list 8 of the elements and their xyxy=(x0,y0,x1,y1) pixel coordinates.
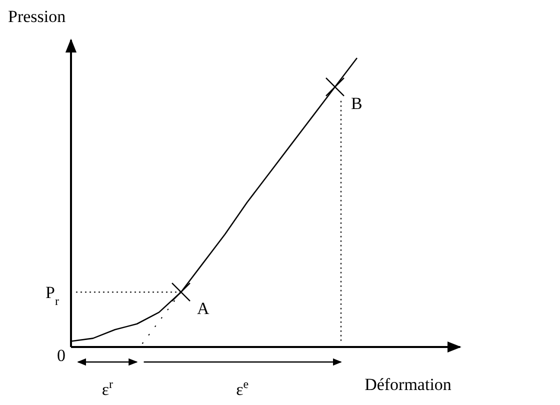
y-axis-title: Pression xyxy=(8,7,66,26)
annotation: B xyxy=(351,94,362,113)
ref-line-label: P$_{r}$ xyxy=(46,283,59,308)
text: ε$^{e}$ xyxy=(236,377,249,399)
annotation: 0 xyxy=(57,346,66,365)
annotation: A xyxy=(197,299,210,318)
x-axis-title: Déformation xyxy=(364,375,452,394)
text: ε$^{r}$ xyxy=(102,377,113,399)
